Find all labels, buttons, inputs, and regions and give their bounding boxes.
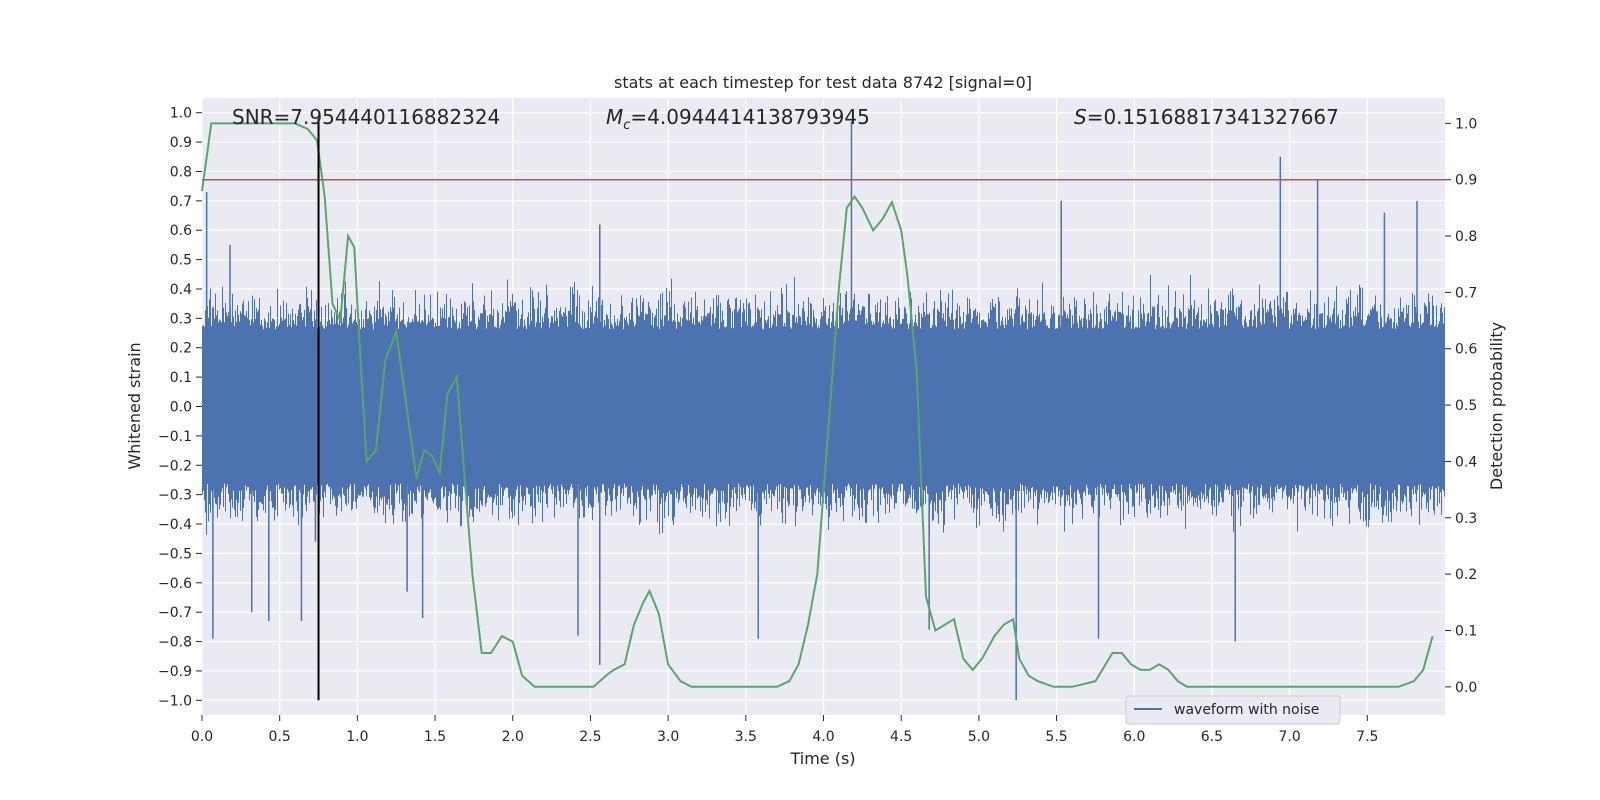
right-tick-label: 0.4 xyxy=(1455,454,1477,470)
left-tick-label: −0.1 xyxy=(158,429,192,445)
left-tick-label: 0.2 xyxy=(170,341,192,357)
x-tick-label: 0.0 xyxy=(191,729,213,745)
left-tick-label: 0.7 xyxy=(170,194,192,210)
right-axis-ticks: 1.0 0.9 0.8 0.7 0.6 0.5 0.4 0.3 0.2 0.1 0.0 xyxy=(1445,116,1477,696)
x-tick-label: 4.5 xyxy=(890,729,912,745)
left-tick-label: 0.9 xyxy=(170,135,192,151)
x-axis-ticks: 0.0 0.5 1.0 1.5 2.0 2.5 3.0 3.5 4.0 4.5 5.0 5.5 6.0 6… xyxy=(191,715,1378,745)
left-axis-label: Whitened strain xyxy=(125,342,144,469)
x-tick-label: 3.0 xyxy=(657,729,679,745)
left-tick-label: 0.8 xyxy=(170,164,192,180)
right-axis-label: Detection probability xyxy=(1487,322,1506,490)
left-tick-label: −0.3 xyxy=(158,488,192,504)
legend-box xyxy=(1125,695,1341,725)
right-tick-label: 0.3 xyxy=(1455,511,1477,527)
x-tick-label: 4.0 xyxy=(812,729,834,745)
left-tick-label: −0.2 xyxy=(158,458,192,474)
s-annotation: S=0.15168817341327667 xyxy=(1074,105,1339,129)
legend: waveform with noise xyxy=(1125,695,1341,725)
left-tick-label: −0.4 xyxy=(158,517,192,533)
x-tick-label: 0.5 xyxy=(269,729,291,745)
chirp-mass-annotation: Mc=4.0944414138793945 xyxy=(606,105,870,133)
right-tick-label: 0.0 xyxy=(1455,680,1477,696)
snr-annotation: SNR=7.954440116882324 xyxy=(232,105,500,129)
s-value: =0.15168817341327667 xyxy=(1087,105,1339,129)
left-tick-label: 0.6 xyxy=(170,223,192,239)
right-tick-label: 0.8 xyxy=(1455,229,1477,245)
x-tick-label: 6.0 xyxy=(1123,729,1145,745)
chirp-mass-subscript: c xyxy=(623,118,630,133)
detection-probability-series xyxy=(201,122,1434,688)
left-tick-label: −0.5 xyxy=(158,546,192,562)
left-tick-label: −0.8 xyxy=(158,635,192,651)
waveform-series xyxy=(202,121,1445,701)
left-tick-label: −0.7 xyxy=(158,605,192,621)
x-tick-label: 2.5 xyxy=(579,729,601,745)
x-tick-label: 1.5 xyxy=(424,729,446,745)
x-tick-label: 7.5 xyxy=(1356,729,1378,745)
right-tick-label: 0.2 xyxy=(1455,567,1477,583)
right-tick-label: 0.1 xyxy=(1455,623,1477,639)
x-tick-label: 3.5 xyxy=(735,729,757,745)
legend-label: waveform with noise xyxy=(1174,702,1319,718)
right-tick-label: 0.5 xyxy=(1455,398,1477,414)
right-tick-label: 0.6 xyxy=(1455,342,1477,358)
x-axis-label: Time (s) xyxy=(789,749,855,768)
left-tick-label: −1.0 xyxy=(158,693,192,709)
left-axis-ticks: 1.0 0.9 0.8 0.7 0.6 0.5 0.4 0.3 0.2 0.1 0.0 −0.1 −0.… xyxy=(158,106,202,709)
x-tick-label: 7.0 xyxy=(1278,729,1300,745)
right-tick-label: 0.9 xyxy=(1455,173,1477,189)
x-tick-label: 2.0 xyxy=(502,729,524,745)
x-tick-label: 1.0 xyxy=(346,729,368,745)
x-tick-label: 5.5 xyxy=(1045,729,1067,745)
chirp-mass-symbol: M xyxy=(606,105,623,129)
left-tick-label: 1.0 xyxy=(170,106,192,122)
left-tick-label: 0.0 xyxy=(170,400,192,416)
chirp-mass-value: =4.0944414138793945 xyxy=(630,105,869,129)
left-tick-label: −0.9 xyxy=(158,664,192,680)
chart-title: stats at each timestep for test data 874… xyxy=(614,73,1032,92)
left-tick-label: 0.1 xyxy=(170,370,192,386)
x-tick-label: 5.0 xyxy=(968,729,990,745)
left-tick-label: 0.4 xyxy=(170,282,192,298)
x-tick-label: 6.5 xyxy=(1201,729,1223,745)
right-tick-label: 1.0 xyxy=(1455,116,1477,132)
left-tick-label: −0.6 xyxy=(158,576,192,592)
left-tick-label: 0.3 xyxy=(170,311,192,327)
left-tick-label: 0.5 xyxy=(170,253,192,269)
s-symbol: S xyxy=(1074,105,1087,129)
detection-probability-line xyxy=(201,122,1434,688)
right-tick-label: 0.7 xyxy=(1455,285,1477,301)
